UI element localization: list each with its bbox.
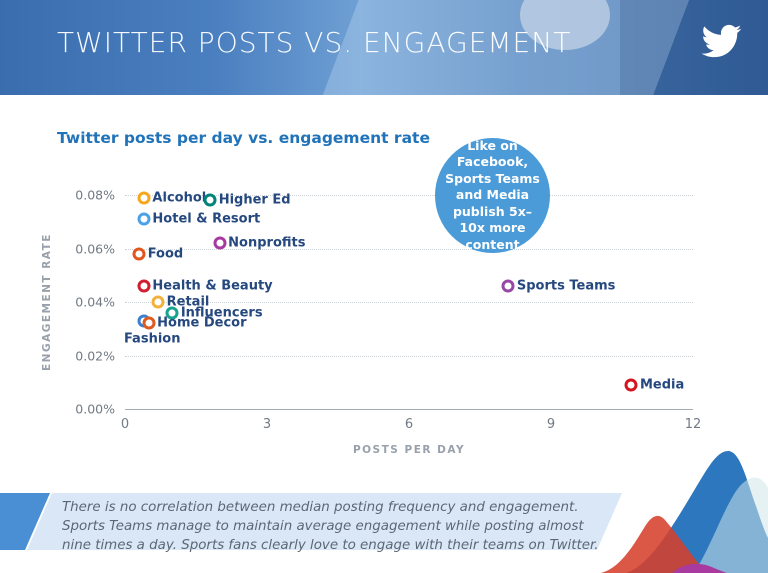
gridline <box>125 195 693 196</box>
y-tick-label: 0.06% <box>75 241 115 256</box>
x-tick-label: 0 <box>120 417 130 432</box>
point-hotel-resort <box>137 212 151 226</box>
scatter-plot: ENGAGEMENT RATE POSTS PER DAY 0.00% 0.02%… <box>41 188 701 457</box>
x-tick-label: 6 <box>404 417 414 432</box>
gridline <box>125 248 693 250</box>
point-label-higher-ed: Higher Ed <box>218 192 291 208</box>
point-label-health-beauty: Health & Beauty <box>152 278 273 294</box>
x-tick-label: 3 <box>262 417 272 432</box>
point-label-retail: Retail <box>166 294 210 310</box>
gridline <box>125 302 693 303</box>
point-label-alcohol: Alcohol <box>152 190 207 206</box>
note-panel <box>27 493 622 550</box>
y-tick-label: 0.08% <box>75 187 115 203</box>
wave-red <box>601 515 707 573</box>
point-sports-teams <box>501 279 515 293</box>
header-photo-shade <box>620 0 768 95</box>
point-label-fashion: Fashion <box>123 331 181 347</box>
point-label-hotel-resort: Hotel & Resort <box>152 211 261 227</box>
point-home-decor <box>142 316 156 330</box>
x-tick-label: 12 <box>684 417 702 432</box>
page-title: TWITTER POSTS VS. ENGAGEMENT <box>57 26 572 59</box>
twitter-bird-icon <box>701 24 742 58</box>
note-box: There is no correlation between median p… <box>0 490 768 553</box>
gridline <box>125 355 693 357</box>
point-alcohol <box>137 191 151 205</box>
chart-title: Twitter posts per day vs. engagement rat… <box>57 128 430 147</box>
point-label-food: Food <box>147 246 184 262</box>
callout-bubble: Like on Facebook, Sports Teams and Media… <box>435 138 550 253</box>
point-label-sports-teams: Sports Teams <box>516 278 616 294</box>
x-axis-title: POSTS PER DAY <box>352 444 466 456</box>
point-nonprofits <box>213 236 227 250</box>
point-label-media: Media <box>639 377 685 393</box>
point-influencers <box>165 306 179 320</box>
point-label-nonprofits: Nonprofits <box>228 235 306 251</box>
y-tick-label: 0.02% <box>75 348 115 363</box>
point-label-influencers: Influencers <box>180 305 263 321</box>
point-label-home-decor: Home Decor <box>157 315 247 331</box>
x-tick-label: 9 <box>546 417 556 432</box>
decorative-waves <box>601 451 768 573</box>
callout-text: Like on Facebook, Sports Teams and Media… <box>445 137 540 252</box>
note-text: There is no correlation between median p… <box>62 500 599 554</box>
point-higher-ed <box>203 193 217 207</box>
point-food <box>132 247 146 261</box>
point-media <box>624 378 638 392</box>
point-health-beauty <box>137 279 151 293</box>
y-tick-label: 0.04% <box>75 294 115 310</box>
wave-teal <box>694 477 768 573</box>
point-retail <box>151 295 165 309</box>
wave-purple <box>672 563 727 573</box>
y-tick-label: 0.00% <box>75 401 115 417</box>
header-banner: TWITTER POSTS VS. ENGAGEMENT <box>0 0 768 95</box>
